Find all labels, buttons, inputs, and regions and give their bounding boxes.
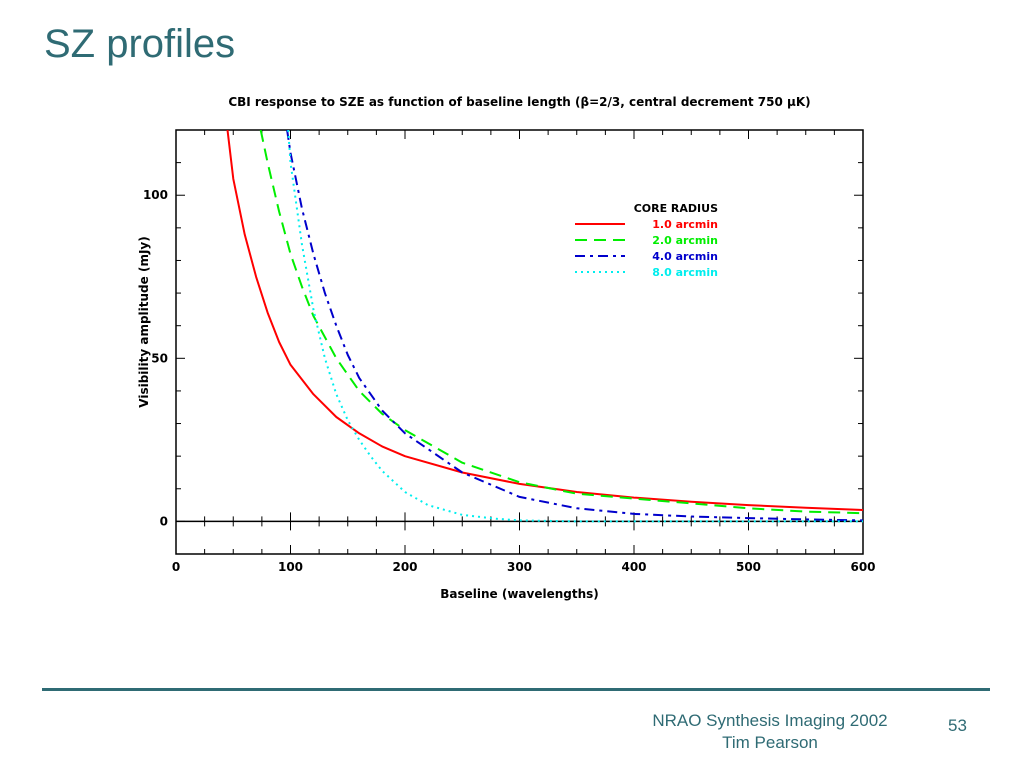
y-tick-label: 0: [160, 514, 168, 528]
series-line-1: [226, 130, 863, 511]
x-tick-label: 600: [850, 560, 875, 574]
legend-label-4: 8.0 arcmin: [652, 266, 718, 279]
x-tick-label: 500: [736, 560, 761, 574]
y-tick-label: 100: [143, 188, 168, 202]
x-tick-label: 200: [392, 560, 417, 574]
legend-label-2: 2.0 arcmin: [652, 234, 718, 247]
x-tick-label: 100: [278, 560, 303, 574]
y-tick-label: 50: [151, 351, 168, 365]
series-line-3: [286, 130, 863, 522]
legend-label-1: 1.0 arcmin: [652, 218, 718, 231]
x-tick-label: 300: [507, 560, 532, 574]
series-line-4: [287, 130, 863, 523]
series-line-2: [259, 130, 863, 515]
x-tick-label: 400: [621, 560, 646, 574]
page-number: 53: [948, 716, 967, 735]
x-axis-label: Baseline (wavelengths): [440, 587, 599, 601]
slide-title: SZ profiles: [44, 22, 236, 66]
footer-divider: [42, 688, 990, 691]
chart-title: CBI response to SZE as function of basel…: [228, 95, 810, 109]
x-tick-label: 0: [172, 560, 180, 574]
footer-line-2: Tim Pearson: [722, 733, 818, 752]
sz-profile-chart: CBI response to SZE as function of basel…: [137, 95, 876, 601]
y-axis-label: Visibility amplitude (mJy): [137, 236, 151, 407]
legend-label-3: 4.0 arcmin: [652, 250, 718, 263]
legend-title: CORE RADIUS: [634, 202, 718, 215]
footer-credits: NRAO Synthesis Imaging 2002 Tim Pearson: [610, 710, 930, 754]
footer-line-1: NRAO Synthesis Imaging 2002: [652, 711, 888, 730]
